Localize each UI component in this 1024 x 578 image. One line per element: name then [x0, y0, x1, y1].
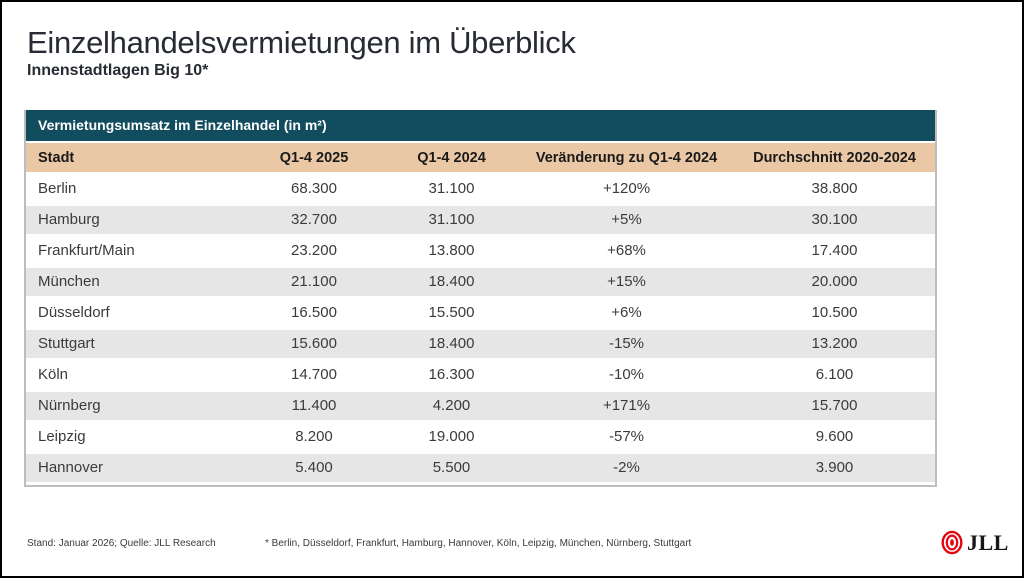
change-cell: -57%	[519, 421, 734, 454]
jll-logo: JLL	[940, 530, 1009, 555]
value-cell: 68.300	[244, 173, 384, 206]
change-cell: +6%	[519, 297, 734, 330]
table-title-band: Vermietungsumsatz im Einzelhandel (in m²…	[26, 110, 935, 141]
avg-cell: 20.000	[734, 266, 935, 299]
value-cell: 31.100	[384, 204, 519, 237]
value-cell: 15.500	[384, 297, 519, 330]
value-cell: 13.800	[384, 235, 519, 268]
city-cell: Stuttgart	[26, 328, 244, 361]
table-row-berlin: Berlin 68.300 31.100 +120% 38.800	[26, 173, 935, 206]
value-cell: 19.000	[384, 421, 519, 454]
table-row-koeln: Köln 14.700 16.300 -10% 6.100	[26, 359, 935, 392]
value-cell: 18.400	[384, 266, 519, 299]
city-cell: München	[26, 266, 244, 299]
value-cell: 31.100	[384, 173, 519, 206]
value-cell: 16.500	[244, 297, 384, 330]
change-cell: +5%	[519, 204, 734, 237]
column-header-row: Stadt Q1-4 2025 Q1-4 2024 Veränderung zu…	[26, 143, 935, 174]
col-header-stadt: Stadt	[26, 143, 244, 174]
city-cell: Leipzig	[26, 421, 244, 454]
col-header-q14-2024: Q1-4 2024	[384, 143, 519, 174]
value-cell: 8.200	[244, 421, 384, 454]
value-cell: 5.400	[244, 452, 384, 485]
jll-logo-text: JLL	[967, 530, 1009, 555]
change-cell: +171%	[519, 390, 734, 423]
table-row-duesseldorf: Düsseldorf 16.500 15.500 +6% 10.500	[26, 297, 935, 330]
value-cell: 14.700	[244, 359, 384, 392]
change-cell: +15%	[519, 266, 734, 299]
footnote-big10: * Berlin, Düsseldorf, Frankfurt, Hamburg…	[265, 538, 692, 549]
city-cell: Berlin	[26, 173, 244, 206]
change-cell: +68%	[519, 235, 734, 268]
city-cell: Nürnberg	[26, 390, 244, 423]
change-cell: -15%	[519, 328, 734, 361]
avg-cell: 6.100	[734, 359, 935, 392]
change-cell: +120%	[519, 173, 734, 206]
city-cell: Düsseldorf	[26, 297, 244, 330]
avg-cell: 15.700	[734, 390, 935, 423]
value-cell: 16.300	[384, 359, 519, 392]
avg-cell: 10.500	[734, 297, 935, 330]
table-row-hamburg: Hamburg 32.700 31.100 +5% 30.100	[26, 204, 935, 237]
page-subtitle: Innenstadtlagen Big 10*	[27, 62, 209, 79]
table-row-stuttgart: Stuttgart 15.600 18.400 -15% 13.200	[26, 328, 935, 361]
table-row-muenchen: München 21.100 18.400 +15% 20.000	[26, 266, 935, 299]
avg-cell: 30.100	[734, 204, 935, 237]
source-note: Stand: Januar 2026; Quelle: JLL Research	[27, 538, 216, 549]
avg-cell: 38.800	[734, 173, 935, 206]
avg-cell: 3.900	[734, 452, 935, 485]
value-cell: 15.600	[244, 328, 384, 361]
page-title: Einzelhandelsvermietungen im Überblick	[27, 25, 576, 60]
col-header-durchschnitt: Durchschnitt 2020-2024	[734, 143, 935, 174]
jll-rings-icon	[941, 530, 963, 555]
value-cell: 5.500	[384, 452, 519, 485]
value-cell: 4.200	[384, 390, 519, 423]
retail-lettings-table: Vermietungsumsatz im Einzelhandel (in m²…	[24, 110, 937, 487]
data-table: Stadt Q1-4 2025 Q1-4 2024 Veränderung zu…	[26, 143, 935, 485]
change-cell: -2%	[519, 452, 734, 485]
change-cell: -10%	[519, 359, 734, 392]
value-cell: 23.200	[244, 235, 384, 268]
city-cell: Frankfurt/Main	[26, 235, 244, 268]
city-cell: Köln	[26, 359, 244, 392]
value-cell: 11.400	[244, 390, 384, 423]
avg-cell: 9.600	[734, 421, 935, 454]
value-cell: 32.700	[244, 204, 384, 237]
col-header-q14-2025: Q1-4 2025	[244, 143, 384, 174]
table-row-leipzig: Leipzig 8.200 19.000 -57% 9.600	[26, 421, 935, 454]
avg-cell: 17.400	[734, 235, 935, 268]
value-cell: 18.400	[384, 328, 519, 361]
col-header-veraenderung: Veränderung zu Q1-4 2024	[519, 143, 734, 174]
table-row-nuernberg: Nürnberg 11.400 4.200 +171% 15.700	[26, 390, 935, 423]
avg-cell: 13.200	[734, 328, 935, 361]
city-cell: Hannover	[26, 452, 244, 485]
city-cell: Hamburg	[26, 204, 244, 237]
table-row-frankfurt: Frankfurt/Main 23.200 13.800 +68% 17.400	[26, 235, 935, 268]
value-cell: 21.100	[244, 266, 384, 299]
table-row-hannover: Hannover 5.400 5.500 -2% 3.900	[26, 452, 935, 485]
